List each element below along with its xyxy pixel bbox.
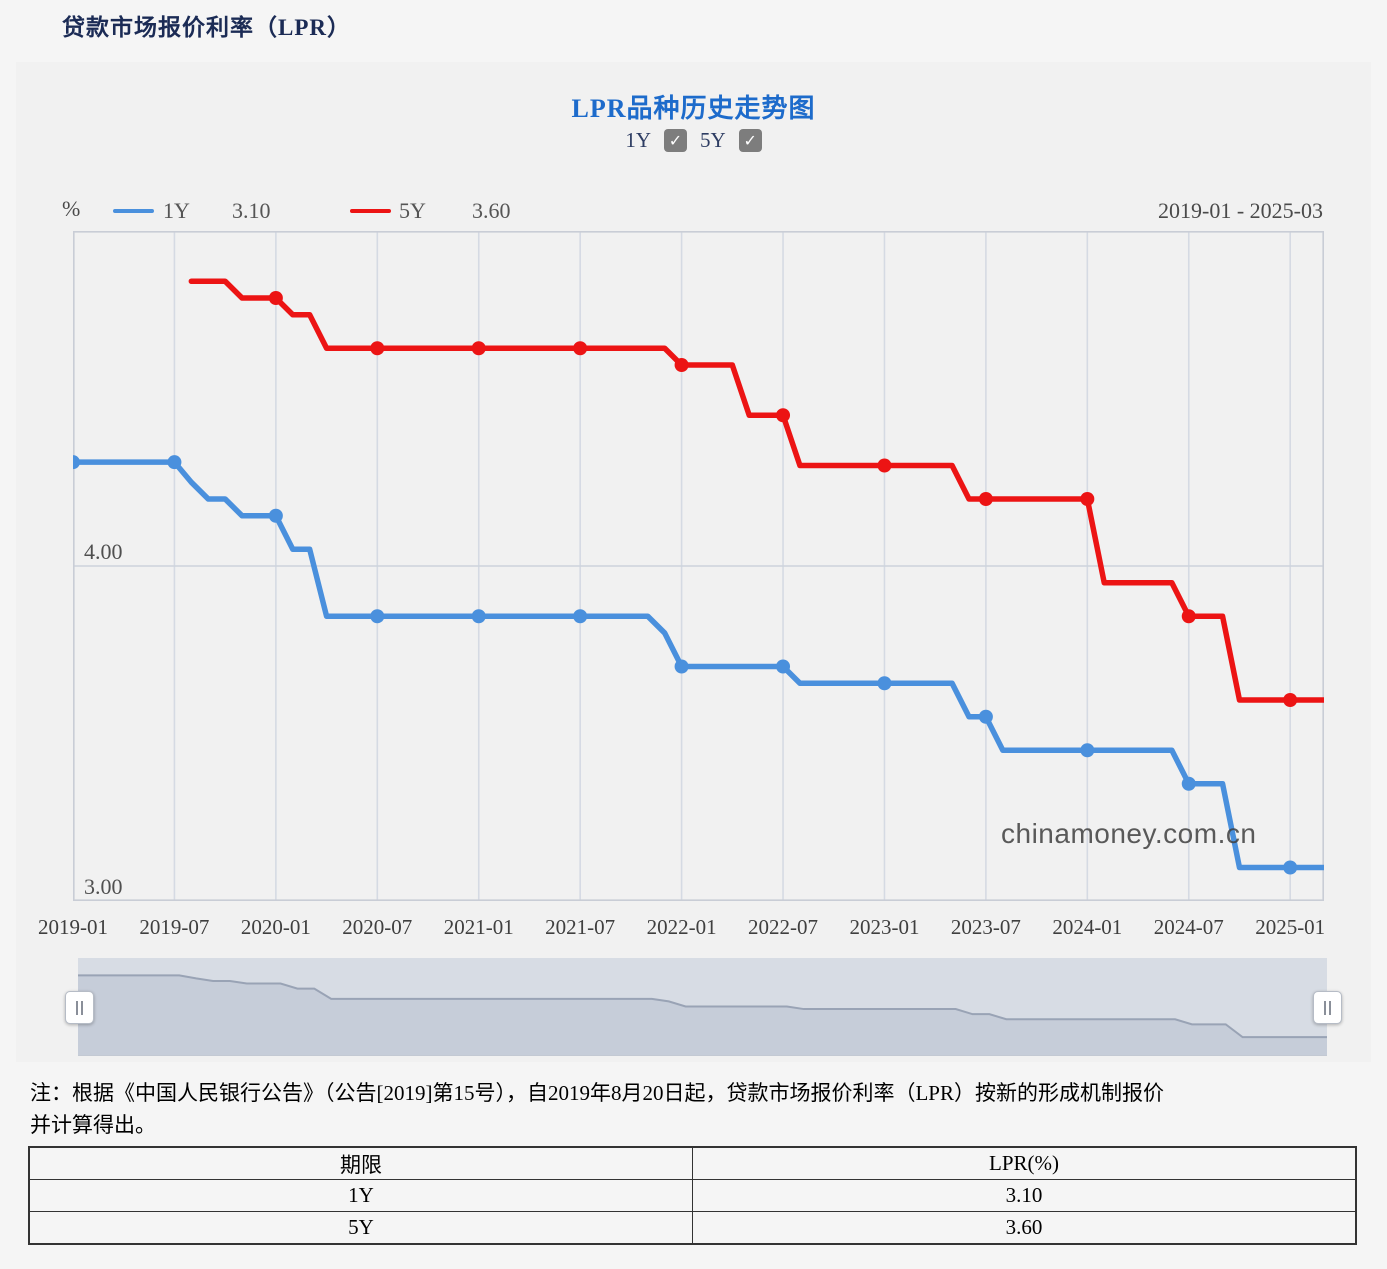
y-axis-unit-label: % — [62, 196, 81, 221]
x-tick-label: 2019-07 — [139, 915, 210, 939]
footnote: 注：根据《中国人民银行公告》（公告[2019]第15号），自2019年8月20日… — [30, 1077, 1360, 1141]
x-axis-labels: 2019-01 2019-07 2020-01 2020-07 2021-01 2021-… — [16, 915, 1371, 945]
y-grid-label-3: 3.00 — [84, 874, 123, 899]
toggle-label-5y: 5Y — [700, 128, 726, 152]
toggle-label-1y: 1Y — [625, 128, 651, 152]
chart-title: LPR品种历史走势图 — [571, 94, 816, 123]
table-header-term: 期限 — [28, 1146, 693, 1180]
x-tick-label: 2023-07 — [950, 915, 1021, 939]
watermark: chinamoney.com.cn — [1001, 818, 1257, 849]
table-header-row: 期限 LPR(%) — [28, 1146, 1357, 1180]
legend-swatch-1y — [113, 209, 154, 213]
legend-label-1y: 1Y — [163, 198, 190, 223]
checkbox-1y[interactable]: ✓ — [664, 129, 687, 152]
lpr-summary-table: 期限 LPR(%) 1Y 3.10 5Y 3.60 — [28, 1146, 1357, 1245]
legend-value-1y: 3.10 — [232, 198, 271, 223]
legend-value-5y: 3.60 — [472, 198, 511, 223]
table-row: 5Y 3.60 — [28, 1211, 1357, 1245]
navigator-right-handle-icon[interactable] — [1313, 991, 1342, 1024]
x-tick-label: 2024-01 — [1052, 915, 1123, 939]
navigator-left-handle-icon[interactable] — [65, 991, 94, 1024]
range-navigator[interactable] — [78, 958, 1327, 1056]
chart-panel: LPR品种历史走势图 1Y ✓ 5Y ✓ % 1Y 3.10 5Y 3.60 2… — [16, 62, 1371, 1062]
table-row: 1Y 3.10 — [28, 1179, 1357, 1212]
x-tick-label: 2021-01 — [443, 915, 514, 939]
checkbox-5y[interactable]: ✓ — [738, 129, 762, 152]
series-toggles: 1Y ✓ 5Y ✓ — [16, 128, 1371, 153]
x-tick-label: 2019-01 — [38, 915, 108, 939]
x-tick-label: 2025-01 — [1255, 915, 1326, 939]
page-title: 贷款市场报价利率（LPR） — [62, 15, 351, 40]
lpr-line-chart — [73, 231, 1324, 901]
x-tick-label: 2024-07 — [1153, 915, 1224, 939]
table-cell-term-1y: 1Y — [28, 1179, 693, 1212]
table-cell-value-5y: 3.60 — [692, 1211, 1357, 1245]
y-grid-label-4: 4.00 — [84, 539, 123, 564]
table-cell-value-1y: 3.10 — [692, 1179, 1357, 1212]
check-icon: ✓ — [668, 130, 683, 150]
navigator-minichart — [78, 974, 1327, 1055]
x-tick-label: 2021-07 — [545, 915, 616, 939]
table-header-lpr: LPR(%) — [692, 1146, 1357, 1180]
check-icon: ✓ — [743, 130, 757, 150]
x-tick-label: 2023-01 — [849, 915, 920, 939]
legend-swatch-5y — [350, 209, 391, 213]
footnote-line2: 并计算得出。 — [30, 1113, 156, 1137]
x-tick-label: 2020-01 — [240, 915, 311, 939]
x-tick-label: 2022-07 — [748, 915, 819, 939]
date-range: 2019-01 - 2025-03 — [1158, 198, 1323, 223]
legend-label-5y: 5Y — [399, 198, 426, 223]
x-tick-label: 2020-07 — [342, 915, 413, 939]
x-tick-label: 2022-01 — [646, 915, 717, 939]
table-cell-term-5y: 5Y — [28, 1211, 693, 1245]
footnote-line1: 注：根据《中国人民银行公告》（公告[2019]第15号），自2019年8月20日… — [30, 1081, 1164, 1105]
